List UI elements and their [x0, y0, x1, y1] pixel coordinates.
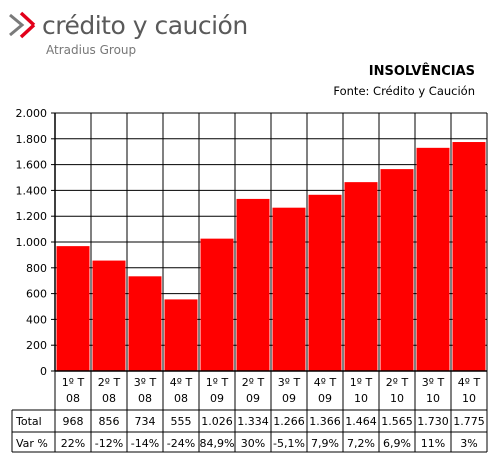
brand-logo: crédito y caución Atradius Group: [6, 8, 266, 58]
bar: [272, 207, 306, 371]
x-tick-label: 10: [390, 392, 404, 405]
x-tick-label: 1º T: [350, 376, 373, 389]
bar: [56, 246, 90, 371]
y-tick-label: 400: [26, 313, 47, 326]
bar: [92, 260, 126, 371]
table-cell: 1.464: [345, 415, 377, 428]
x-tick-label: 4º T: [458, 376, 481, 389]
y-tick-label: 800: [26, 262, 47, 275]
table-cell: 555: [171, 415, 192, 428]
table-cell: 7,9%: [311, 437, 339, 450]
x-tick-label: 08: [102, 392, 116, 405]
table-row-label: Total: [15, 415, 42, 428]
bar: [236, 198, 270, 371]
y-tick-label: 1.600: [16, 159, 48, 172]
y-tick-label: 200: [26, 339, 47, 352]
x-tick-label: 10: [354, 392, 368, 405]
x-tick-label: 2º T: [386, 376, 409, 389]
x-tick-label: 3º T: [134, 376, 157, 389]
x-tick-label: 3º T: [278, 376, 301, 389]
x-tick-label: 3º T: [422, 376, 445, 389]
chart-source: Fonte: Crédito y Caución: [333, 84, 475, 98]
table-cell: 11%: [421, 437, 445, 450]
table-cell: -24%: [167, 437, 195, 450]
table-cell: 1.565: [381, 415, 413, 428]
table-cell: 968: [63, 415, 84, 428]
x-tick-label: 4º T: [314, 376, 337, 389]
table-cell: 6,9%: [383, 437, 411, 450]
x-tick-label: 09: [282, 392, 296, 405]
table-cell: 22%: [61, 437, 85, 450]
brand-subtitle: Atradius Group: [46, 43, 137, 57]
table-cell: 734: [135, 415, 156, 428]
table-row-label: Var %: [16, 437, 48, 450]
y-tick-label: 600: [26, 288, 47, 301]
brand-name: crédito y caución: [42, 11, 248, 40]
table-cell: 1.266: [273, 415, 305, 428]
x-tick-label: 1º T: [62, 376, 85, 389]
table-cell: -12%: [95, 437, 123, 450]
x-tick-label: 08: [66, 392, 80, 405]
y-tick-label: 1.800: [16, 133, 48, 146]
table-cell: 1.334: [237, 415, 269, 428]
table-cell: 1.775: [453, 415, 485, 428]
x-tick-label: 4º T: [170, 376, 193, 389]
table-cell: 30%: [241, 437, 265, 450]
table-cell: -5,1%: [273, 437, 305, 450]
table-cell: 856: [99, 415, 120, 428]
chart-title: INSOLVÊNCIAS: [368, 64, 475, 79]
table-cell: -14%: [131, 437, 159, 450]
bar: [344, 182, 378, 371]
table-cell: 1.366: [309, 415, 341, 428]
x-tick-label: 2º T: [98, 376, 121, 389]
x-tick-label: 08: [138, 392, 152, 405]
x-tick-label: 09: [318, 392, 332, 405]
y-tick-label: 1.400: [16, 184, 48, 197]
bar: [200, 238, 234, 371]
x-tick-label: 08: [174, 392, 188, 405]
bar: [164, 299, 198, 371]
table-cell: 7,2%: [347, 437, 375, 450]
bar: [128, 276, 162, 371]
x-tick-label: 1º T: [206, 376, 229, 389]
table-cell: 3%: [460, 437, 477, 450]
x-tick-label: 09: [246, 392, 260, 405]
chevron-arrow-logo-icon: [9, 11, 36, 39]
y-tick-label: 1.000: [16, 236, 48, 249]
table-cell: 1.730: [417, 415, 449, 428]
x-tick-label: 10: [426, 392, 440, 405]
x-tick-label: 10: [462, 392, 476, 405]
x-tick-label: 09: [210, 392, 224, 405]
y-tick-label: 1.200: [16, 210, 48, 223]
table-cell: 84,9%: [200, 437, 235, 450]
y-tick-label: 2.000: [16, 107, 48, 120]
bar: [452, 142, 486, 371]
table-cell: 1.026: [201, 415, 233, 428]
y-tick-label: 0: [40, 365, 47, 378]
bar: [380, 169, 414, 371]
bar: [416, 147, 450, 371]
x-tick-label: 2º T: [242, 376, 265, 389]
bar: [308, 194, 342, 371]
